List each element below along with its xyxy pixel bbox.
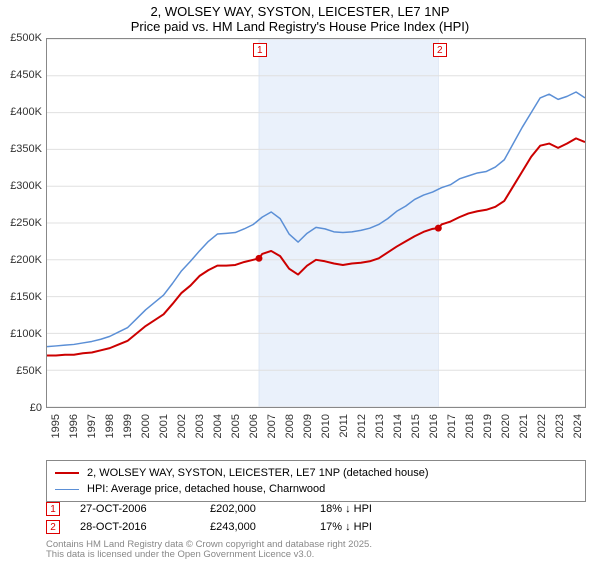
sale-price: £243,000 (210, 521, 320, 533)
sale-date: 28-OCT-2016 (80, 521, 210, 533)
x-tick-label: 2008 (284, 414, 296, 438)
x-tick-label: 2019 (482, 414, 494, 438)
footer: Contains HM Land Registry data © Crown c… (46, 540, 586, 561)
x-tick-label: 2013 (374, 414, 386, 438)
y-tick-label: £50K (16, 365, 42, 377)
legend-row-property: 2, WOLSEY WAY, SYSTON, LEICESTER, LE7 1N… (55, 465, 577, 481)
x-tick-label: 2021 (518, 414, 530, 438)
legend-swatch-property (55, 472, 79, 474)
title-address: 2, WOLSEY WAY, SYSTON, LEICESTER, LE7 1N… (0, 4, 600, 19)
x-tick-label: 2000 (140, 414, 152, 438)
sale-rows: 1 27-OCT-2006 £202,000 18% ↓ HPI 2 28-OC… (46, 500, 586, 536)
y-tick-label: £100K (10, 328, 42, 340)
sale-marker-icon: 1 (46, 502, 60, 516)
x-tick-label: 2009 (302, 414, 314, 438)
x-tick-label: 2014 (392, 414, 404, 438)
sale-marker-label: 2 (433, 43, 447, 57)
legend-row-hpi: HPI: Average price, detached house, Char… (55, 481, 577, 497)
legend-label-property: 2, WOLSEY WAY, SYSTON, LEICESTER, LE7 1N… (87, 467, 429, 479)
x-tick-label: 2022 (536, 414, 548, 438)
x-tick-label: 2001 (158, 414, 170, 438)
y-tick-label: £200K (10, 254, 42, 266)
x-tick-label: 2003 (194, 414, 206, 438)
x-tick-label: 2007 (266, 414, 278, 438)
x-tick-label: 2024 (572, 414, 584, 438)
y-tick-label: £150K (10, 291, 42, 303)
x-tick-label: 1995 (50, 414, 62, 438)
x-tick-label: 1998 (104, 414, 116, 438)
x-tick-label: 2005 (230, 414, 242, 438)
y-tick-label: £400K (10, 106, 42, 118)
sale-marker-icon: 2 (46, 520, 60, 534)
x-tick-label: 2017 (446, 414, 458, 438)
x-axis-labels: 1995 1996 1997 1998 1999 2000 2001 2002 2003 2004… (46, 412, 586, 462)
footer-licence: This data is licensed under the Open Gov… (46, 550, 586, 560)
legend: 2, WOLSEY WAY, SYSTON, LEICESTER, LE7 1N… (46, 460, 586, 502)
y-tick-label: £0 (30, 402, 42, 414)
title-block: 2, WOLSEY WAY, SYSTON, LEICESTER, LE7 1N… (0, 0, 600, 34)
x-tick-label: 2020 (500, 414, 512, 438)
x-tick-label: 2004 (212, 414, 224, 438)
y-tick-label: £450K (10, 69, 42, 81)
chart-page: 2, WOLSEY WAY, SYSTON, LEICESTER, LE7 1N… (0, 0, 600, 560)
x-tick-label: 2023 (554, 414, 566, 438)
y-tick-label: £300K (10, 180, 42, 192)
x-tick-label: 2015 (410, 414, 422, 438)
x-tick-label: 1999 (122, 414, 134, 438)
title-subtitle: Price paid vs. HM Land Registry's House … (0, 19, 600, 34)
sale-marker-label: 1 (253, 43, 267, 57)
x-tick-label: 1997 (86, 414, 98, 438)
legend-label-hpi: HPI: Average price, detached house, Char… (87, 483, 325, 495)
x-tick-label: 2002 (176, 414, 188, 438)
chart-svg (47, 39, 585, 407)
x-tick-label: 2011 (338, 414, 350, 438)
x-tick-label: 2010 (320, 414, 332, 438)
x-tick-label: 2012 (356, 414, 368, 438)
chart-area: 12 (46, 38, 586, 408)
y-tick-label: £500K (10, 32, 42, 44)
sale-row: 2 28-OCT-2016 £243,000 17% ↓ HPI (46, 518, 586, 536)
sale-delta: 18% ↓ HPI (320, 503, 372, 515)
x-tick-label: 2006 (248, 414, 260, 438)
y-tick-label: £250K (10, 217, 42, 229)
sale-row: 1 27-OCT-2006 £202,000 18% ↓ HPI (46, 500, 586, 518)
sale-price: £202,000 (210, 503, 320, 515)
legend-swatch-hpi (55, 489, 79, 490)
x-tick-label: 1996 (68, 414, 80, 438)
y-tick-label: £350K (10, 143, 42, 155)
x-tick-label: 2016 (428, 414, 440, 438)
sale-date: 27-OCT-2006 (80, 503, 210, 515)
y-axis-labels: £0£50K£100K£150K£200K£250K£300K£350K£400… (0, 38, 44, 408)
sale-delta: 17% ↓ HPI (320, 521, 372, 533)
x-tick-label: 2018 (464, 414, 476, 438)
